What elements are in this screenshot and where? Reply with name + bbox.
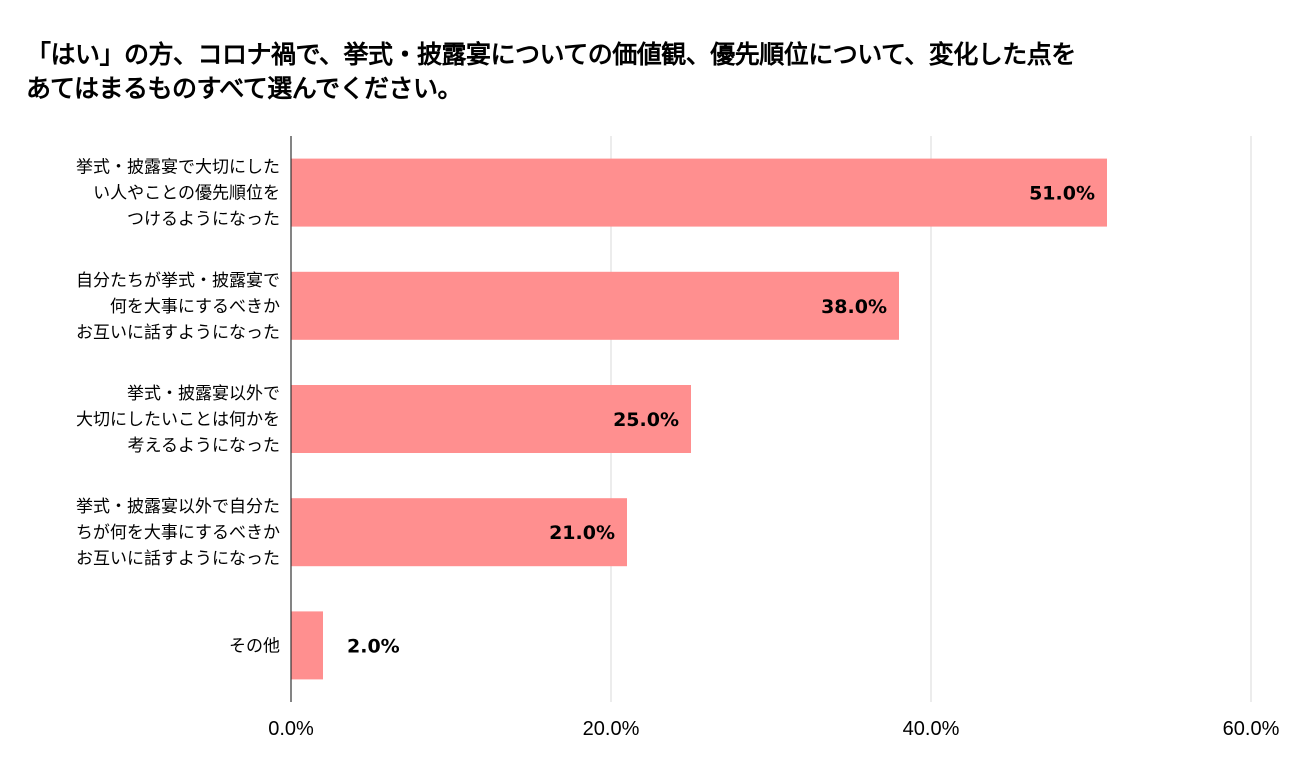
x-tick-label: 40.0% <box>903 718 960 740</box>
data-label: 2.0% <box>347 635 400 657</box>
bars <box>291 158 1107 680</box>
chart-title: 「はい」の方、コロナ禍で、挙式・披露宴についての価値観、優先順位について、変化し… <box>26 38 1266 106</box>
labels: 0.0% 20.0% 40.0% 60.0% 51.0% 挙式・披露宴で大切にしたい人やこ… <box>76 158 1280 740</box>
bar <box>291 271 899 340</box>
category-label: 挙式・披露宴で大切にした <box>76 158 280 178</box>
data-label: 21.0% <box>549 522 615 544</box>
category-label: 自分たちが挙式・披露宴で <box>76 271 280 291</box>
category-label: つけるようになった <box>127 210 280 230</box>
data-label: 25.0% <box>613 409 679 431</box>
category-label: 考えるようになった <box>128 436 281 456</box>
bar <box>291 498 627 567</box>
category-label: い人やことの優先順位を <box>93 184 280 204</box>
bar <box>291 611 323 680</box>
x-tick-label: 0.0% <box>268 718 314 740</box>
bar <box>291 385 691 453</box>
category-label: お互いに話すようになった <box>76 549 280 569</box>
chart-title-line-2: あてはまるものすべて選んでください。 <box>26 74 463 103</box>
category-label: 挙式・披露宴以外で <box>127 384 280 404</box>
category-label: その他 <box>229 636 280 656</box>
category-label: お互いに話すようになった <box>76 323 280 343</box>
x-tick-label: 60.0% <box>1223 718 1280 740</box>
chart-title-line-1: 「はい」の方、コロナ禍で、挙式・披露宴についての価値観、優先順位について、変化し… <box>26 40 1076 69</box>
category-label: ちが何を大事にするべきか <box>76 523 280 543</box>
category-label: 大切にしたいことは何かを <box>76 410 280 430</box>
bar <box>291 158 1107 227</box>
category-label: 挙式・披露宴以外で自分た <box>76 497 280 517</box>
x-tick-label: 20.0% <box>583 718 640 740</box>
data-label: 51.0% <box>1029 183 1095 205</box>
data-label: 38.0% <box>821 296 887 318</box>
category-label: 何を大事にするべきか <box>110 297 280 317</box>
